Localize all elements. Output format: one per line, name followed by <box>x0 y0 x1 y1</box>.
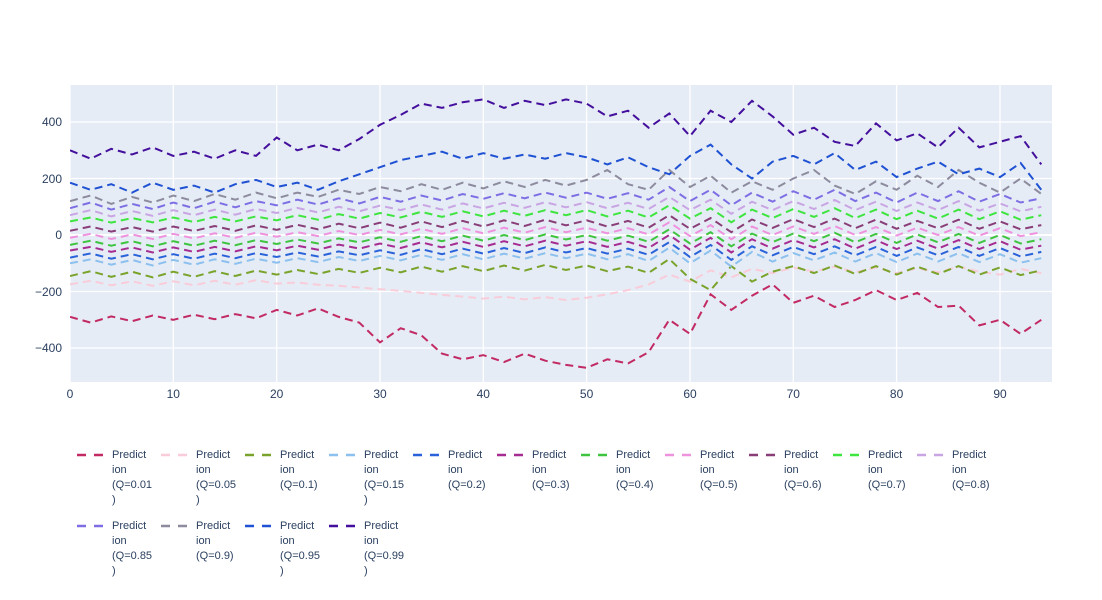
x-tick-label: 0 <box>66 387 74 401</box>
y-tick-label: 200 <box>41 171 62 186</box>
legend-label: Predict ion (Q=0.4) <box>616 449 654 491</box>
legend-label: Predict ion (Q=0.01) <box>112 449 153 506</box>
legend-dash-swatch <box>581 453 611 457</box>
x-tick-label: 70 <box>786 387 800 401</box>
legend-dash-swatch <box>413 453 443 457</box>
y-tick-label: −200 <box>34 284 62 299</box>
legend-label: Predict ion (Q=0.3) <box>532 449 570 491</box>
legend-dash-swatch <box>77 453 107 457</box>
legend-label: Predict ion (Q=0.9) <box>196 520 234 562</box>
x-tick-label: 40 <box>476 387 490 401</box>
series-line-q12 <box>70 168 1042 205</box>
legend-dash-swatch <box>749 453 779 457</box>
series-lines <box>70 98 1043 369</box>
legend-label: Predict ion (Q=0.5) <box>700 449 738 491</box>
legend-item-q10[interactable]: Predict ion (Q=0.8) <box>917 448 1001 508</box>
legend-dash-swatch <box>161 524 191 528</box>
x-tick-label: 90 <box>993 387 1007 401</box>
gridlines <box>70 85 1052 382</box>
series-line-q2 <box>70 257 1042 292</box>
legend-item-q3[interactable]: Predict ion (Q=0.15) <box>329 448 413 508</box>
series-line-q0 <box>70 283 1042 369</box>
legend-item-q12[interactable]: Predict ion (Q=0.9) <box>161 519 245 579</box>
series-line-q4 <box>70 240 1042 262</box>
legend-item-q2[interactable]: Predict ion (Q=0.1) <box>245 448 329 508</box>
legend-dash-swatch <box>77 524 107 528</box>
legend-label: Predict ion (Q=0.7) <box>868 449 906 491</box>
series-line-q7 <box>70 221 1042 241</box>
plot-area[interactable] <box>70 85 1052 382</box>
legend-item-q8[interactable]: Predict ion (Q=0.6) <box>749 448 833 508</box>
legend-dash-swatch <box>161 453 191 457</box>
legend-item-q9[interactable]: Predict ion (Q=0.7) <box>833 448 917 508</box>
series-line-q9 <box>70 204 1042 224</box>
series-line-q13 <box>70 143 1043 194</box>
legend-label: Predict ion (Q=0.6) <box>784 449 822 491</box>
x-tick-label: 30 <box>373 387 387 401</box>
legend-item-q0[interactable]: Predict ion (Q=0.01) <box>77 448 161 508</box>
legend-label: Predict ion (Q=0.85) <box>112 520 153 577</box>
legend-item-q1[interactable]: Predict ion (Q=0.05) <box>161 448 245 508</box>
legend-item-q6[interactable]: Predict ion (Q=0.4) <box>581 448 665 508</box>
legend: Predict ion (Q=0.01) Predict ion (Q=0.05) Pred… <box>77 448 1017 590</box>
legend-dash-swatch <box>245 453 275 457</box>
series-line-q8 <box>70 214 1042 234</box>
legend-label: Predict ion (Q=0.95) <box>280 520 321 577</box>
series-line-q6 <box>70 228 1042 248</box>
legend-label: Predict ion (Q=0.1) <box>280 449 318 491</box>
legend-label: Predict ion (Q=0.05) <box>196 449 237 506</box>
x-tick-label: 50 <box>579 387 594 401</box>
x-tick-label: 60 <box>683 387 697 401</box>
legend-dash-swatch <box>245 524 275 528</box>
series-line-q3 <box>70 246 1042 268</box>
legend-dash-swatch <box>665 453 695 457</box>
x-tick-label: 20 <box>270 387 284 401</box>
legend-item-q11[interactable]: Predict ion (Q=0.85) <box>77 519 161 579</box>
series-line-q11 <box>70 185 1042 211</box>
legend-dash-swatch <box>917 453 947 457</box>
x-tick-label: 10 <box>166 387 180 401</box>
series-line-q5 <box>70 233 1042 254</box>
legend-dash-swatch <box>833 453 863 457</box>
legend-item-q13[interactable]: Predict ion (Q=0.95) <box>245 519 329 579</box>
y-tick-label: 0 <box>55 228 62 242</box>
legend-label: Predict ion (Q=0.99) <box>364 520 405 577</box>
legend-item-q4[interactable]: Predict ion (Q=0.2) <box>413 448 497 508</box>
legend-item-q7[interactable]: Predict ion (Q=0.5) <box>665 448 749 508</box>
legend-dash-swatch <box>497 453 527 457</box>
legend-item-q14[interactable]: Predict ion (Q=0.99) <box>329 519 413 579</box>
y-tick-label: −400 <box>34 341 62 355</box>
series-line-q14 <box>70 98 1043 165</box>
legend-label: Predict ion (Q=0.2) <box>448 449 486 491</box>
series-line-q10 <box>70 195 1042 218</box>
plot-canvas <box>70 85 1052 382</box>
legend-label: Predict ion (Q=0.15) <box>364 449 405 506</box>
legend-item-q5[interactable]: Predict ion (Q=0.3) <box>497 448 581 508</box>
x-tick-label: 80 <box>889 387 904 401</box>
legend-dash-swatch <box>329 453 359 457</box>
legend-dash-swatch <box>329 524 359 528</box>
y-tick-label: 400 <box>41 115 62 129</box>
legend-label: Predict ion (Q=0.8) <box>952 449 990 491</box>
